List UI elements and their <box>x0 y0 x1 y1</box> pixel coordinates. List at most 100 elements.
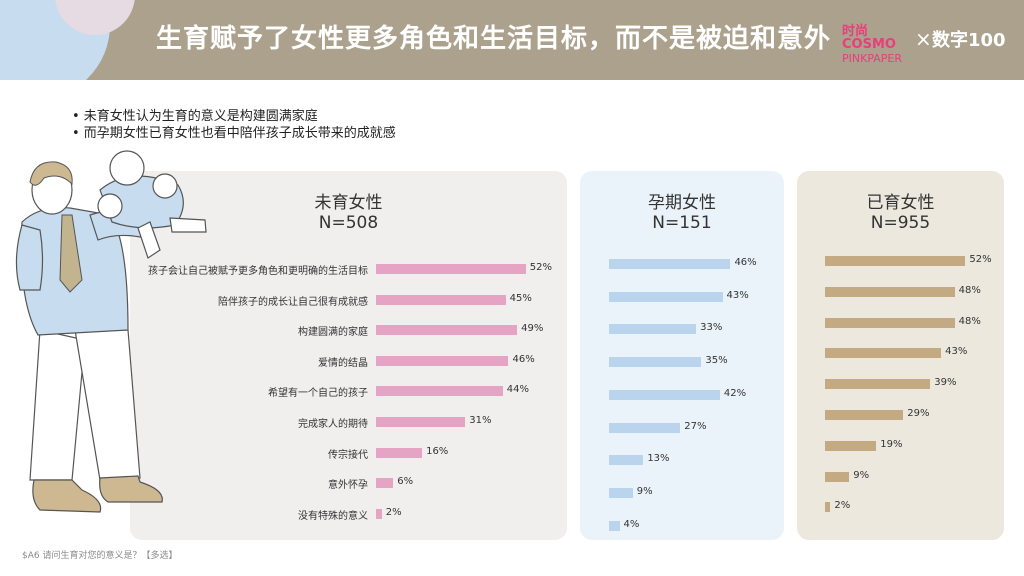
bar <box>609 259 731 269</box>
bar <box>376 478 394 489</box>
bar-row: 16% <box>376 446 448 458</box>
bar-row: 52% <box>825 254 992 266</box>
bar-row: 45% <box>376 293 532 305</box>
bar <box>376 294 506 305</box>
partner-logo: 数字100 <box>932 30 1006 51</box>
category-label: 孩子会让自己被赋予更多角色和更明确的生活目标 <box>148 266 368 277</box>
bar-row: 9% <box>825 470 869 482</box>
bar-row: 29% <box>825 408 930 420</box>
bar-row: 27% <box>609 421 707 433</box>
panel-title: 未育女性 N=508 <box>130 193 567 233</box>
bar-row: 48% <box>825 285 981 297</box>
bar <box>825 256 966 266</box>
value-label: 19% <box>880 438 903 450</box>
logo-separator: × <box>915 27 932 51</box>
category-label: 没有特殊的意义 <box>298 510 368 522</box>
bar-row: 43% <box>825 346 967 359</box>
value-label: 46% <box>512 353 535 365</box>
category-label: 意外怀孕 <box>328 480 368 492</box>
bar-row: 42% <box>609 388 746 400</box>
panel-title: 已育女性 N=955 <box>797 193 1004 233</box>
sample-size: N=955 <box>870 213 931 233</box>
page-title: 生育赋予了女性更多角色和生活目标，而不是被迫和意外 <box>156 24 832 54</box>
value-label: 27% <box>684 420 707 432</box>
series-name: 未育女性 <box>314 193 383 213</box>
bar <box>609 455 644 466</box>
category-label: 爱情的结晶 <box>318 357 368 369</box>
logo-line-2: PINKPAPER <box>842 52 903 65</box>
value-label: 4% <box>623 518 640 530</box>
bar-row: 35% <box>609 355 728 368</box>
category-label: 希望有一个自己的孩子 <box>268 388 368 400</box>
summary-bullets: • 未育女性认为生育的意义是构建圆满家庭 • 而孕期女性已育女性也看中陪伴孩子成… <box>72 108 396 142</box>
value-label: 31% <box>469 415 492 426</box>
bar <box>609 487 633 498</box>
bar <box>376 447 423 458</box>
series-name: 已育女性 <box>866 193 935 213</box>
bar <box>825 348 942 359</box>
sample-size: N=151 <box>652 213 712 233</box>
bar-row: 46% <box>376 354 535 366</box>
value-label: 2% <box>385 506 402 518</box>
bar-row: 6% <box>376 476 413 489</box>
category-label: 陪伴孩子的成长让自己很有成就感 <box>218 296 368 308</box>
panel-title: 孕期女性 N=151 <box>580 193 784 233</box>
value-label: 48% <box>958 315 981 327</box>
category-label: 构建圆满的家庭 <box>298 327 368 339</box>
series-name: 孕期女性 <box>648 193 716 213</box>
bar-row: 13% <box>609 453 670 466</box>
bar <box>825 317 955 328</box>
value-label: 48% <box>958 284 981 296</box>
bar-row: 48% <box>825 316 981 328</box>
value-label: 45% <box>509 292 532 304</box>
bar <box>825 379 931 390</box>
value-label: 43% <box>726 289 749 301</box>
bar <box>376 417 466 427</box>
bar <box>609 324 697 335</box>
sample-size: N=508 <box>318 213 379 233</box>
bar <box>825 440 877 451</box>
bar <box>376 386 503 397</box>
bullet-item: • 而孕期女性已育女性也看中陪伴孩子成长带来的成就感 <box>72 126 396 141</box>
value-label: 2% <box>834 500 851 512</box>
value-label: 29% <box>907 408 930 419</box>
bar <box>376 355 509 366</box>
footnote: $A6 请问生育对您的意义是？【多选】 <box>22 551 178 561</box>
bar-row: 4% <box>609 519 639 531</box>
bullet-item: • 未育女性认为生育的意义是构建圆满家庭 <box>72 109 318 124</box>
bar <box>825 410 904 420</box>
bar <box>609 422 681 433</box>
value-label: 35% <box>705 355 728 367</box>
bar-row: 46% <box>609 257 757 269</box>
bar-row: 19% <box>825 439 903 451</box>
father-baby-illustration <box>15 150 207 513</box>
category-label: 完成家人的期待 <box>298 419 368 430</box>
bar <box>376 264 526 274</box>
bar-row: 9% <box>609 486 653 498</box>
bar <box>825 471 850 482</box>
value-label: 52% <box>969 254 992 265</box>
value-label: 6% <box>397 476 414 488</box>
value-label: 46% <box>734 257 757 268</box>
value-label: 9% <box>636 485 653 497</box>
bar <box>609 520 620 531</box>
bar-row: 39% <box>825 377 957 390</box>
bar <box>376 508 382 519</box>
bar <box>376 325 518 336</box>
bar-row: 31% <box>376 415 492 427</box>
value-label: 44% <box>506 384 529 396</box>
logo-line-1: 时尚COSMO <box>842 24 896 52</box>
value-label: 39% <box>934 377 957 389</box>
bar-row: 49% <box>376 323 543 336</box>
value-label: 9% <box>853 469 870 481</box>
value-label: 42% <box>723 387 747 399</box>
bar <box>825 502 831 513</box>
bar-row: 43% <box>609 290 749 302</box>
value-label: 52% <box>529 262 552 273</box>
bar <box>609 291 723 302</box>
category-label: 传宗接代 <box>328 449 368 461</box>
value-label: 13% <box>647 453 670 465</box>
bar-row: 2% <box>376 507 402 519</box>
bar-row: 44% <box>376 384 529 397</box>
bar <box>609 389 720 400</box>
